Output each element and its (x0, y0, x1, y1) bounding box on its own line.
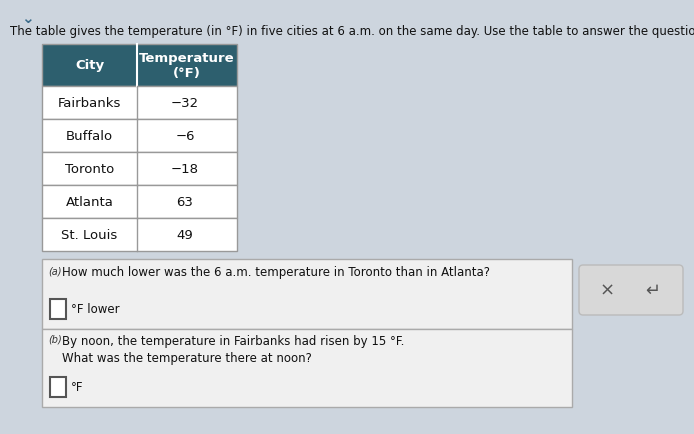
Bar (42, 218, 237, 251)
Text: City: City (75, 59, 104, 72)
FancyBboxPatch shape (579, 265, 683, 315)
Text: Temperature
(°F): Temperature (°F) (139, 52, 235, 80)
Text: ↵: ↵ (645, 281, 661, 299)
Text: ×: × (600, 281, 615, 299)
Text: (a): (a) (48, 265, 62, 275)
Text: How much lower was the 6 a.m. temperature in Toronto than in Atlanta?: How much lower was the 6 a.m. temperatur… (62, 265, 490, 278)
Text: The table gives the temperature (in °F) in five cities at 6 a.m. on the same day: The table gives the temperature (in °F) … (10, 25, 694, 38)
Text: (b): (b) (48, 334, 62, 344)
Text: St. Louis: St. Louis (61, 228, 117, 241)
Text: 49: 49 (177, 228, 194, 241)
Text: Atlanta: Atlanta (65, 196, 113, 208)
Text: −6: −6 (176, 130, 195, 143)
Text: Fairbanks: Fairbanks (58, 97, 121, 110)
Bar (42, 260, 572, 329)
Text: Toronto: Toronto (65, 163, 114, 176)
Bar (42, 186, 237, 218)
Text: 63: 63 (176, 196, 194, 208)
Text: °F: °F (71, 381, 83, 394)
Text: What was the temperature there at noon?: What was the temperature there at noon? (62, 351, 312, 364)
Text: By noon, the temperature in Fairbanks had risen by 15 °F.: By noon, the temperature in Fairbanks ha… (62, 334, 405, 347)
Bar (50, 299, 66, 319)
Text: °F lower: °F lower (71, 303, 119, 316)
Text: ⌄: ⌄ (21, 11, 33, 26)
Text: −32: −32 (171, 97, 199, 110)
Text: Buffalo: Buffalo (66, 130, 113, 143)
Bar (42, 45, 237, 87)
Bar (42, 329, 572, 407)
Bar (50, 377, 66, 397)
Bar (42, 153, 237, 186)
Bar (42, 120, 237, 153)
Text: −18: −18 (171, 163, 199, 176)
Bar (42, 87, 237, 120)
